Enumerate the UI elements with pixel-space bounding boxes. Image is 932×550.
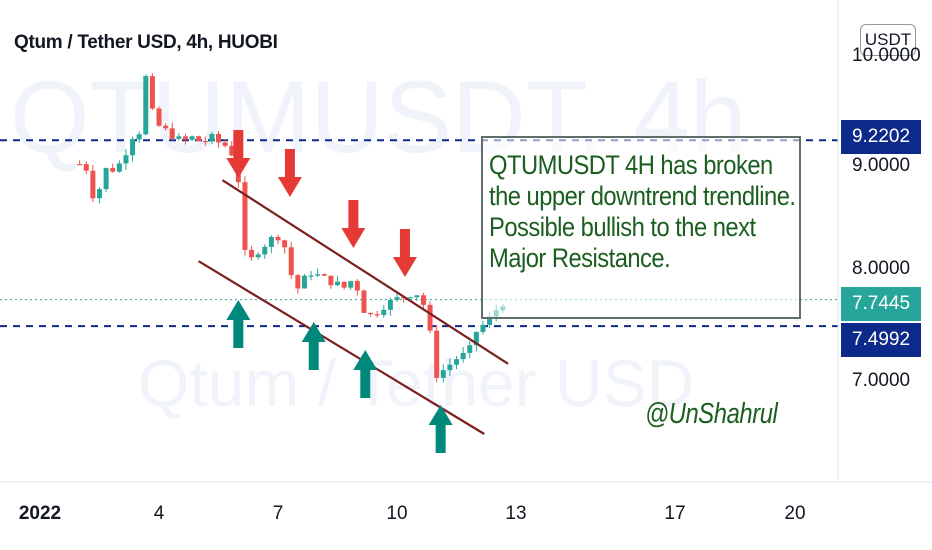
candle-body	[110, 168, 116, 172]
trend-channel	[198, 179, 509, 435]
candle-body	[440, 370, 446, 378]
candle-body	[229, 145, 235, 156]
svg-text:Qtum / Tether USD: Qtum / Tether USD	[138, 346, 694, 420]
candle-body	[90, 170, 96, 199]
candle-body	[77, 164, 83, 166]
candle-body	[480, 324, 486, 332]
annotation-line: Possible bullish to the next	[489, 212, 756, 242]
candle-body	[202, 141, 208, 143]
candle-body	[268, 236, 274, 247]
candle-body	[288, 247, 294, 276]
price-axis-label: 10.0000	[852, 45, 921, 66]
time-axis-label: 10	[386, 503, 408, 524]
candle-body	[361, 290, 367, 313]
candle-body	[487, 316, 493, 325]
annotation-line: the upper downtrend trendline.	[489, 181, 796, 211]
candle-body	[420, 295, 426, 305]
candle-body	[454, 359, 460, 365]
down-arrow-icon	[277, 149, 302, 197]
candle-body	[315, 274, 321, 276]
candle-body	[216, 133, 222, 143]
candle-body	[341, 281, 347, 288]
candle-body	[348, 281, 354, 288]
candle-body	[116, 163, 122, 172]
candle-body	[282, 240, 288, 248]
signal-arrows	[226, 130, 453, 453]
candle-body	[374, 314, 380, 316]
candle-body	[143, 76, 149, 135]
support-price-tag: 7.4992	[841, 323, 921, 357]
candle-body	[321, 274, 327, 276]
currency-button[interactable]: USDT	[860, 24, 916, 56]
candle-body	[434, 330, 440, 378]
candle-body	[387, 299, 393, 310]
down-arrow-icon	[226, 130, 251, 178]
candle-body	[335, 281, 341, 286]
candle-body	[460, 352, 466, 360]
candle-body	[354, 281, 360, 291]
price-axis-label: 9.0000	[852, 155, 911, 176]
candle-body	[96, 189, 102, 199]
horizontal-levels	[0, 139, 838, 328]
time-axis-label: 4	[153, 503, 165, 524]
candle-body	[242, 182, 248, 250]
time-axis-label: 7	[272, 503, 284, 524]
candle-body	[249, 249, 255, 258]
candle-body	[328, 275, 334, 286]
candle-body	[103, 168, 109, 190]
author-signature: @UnShahrul	[645, 398, 778, 430]
candle-body	[381, 309, 387, 315]
down-arrow-icon	[341, 200, 366, 248]
candle-body	[301, 275, 307, 289]
candle-body	[130, 139, 136, 156]
candle-body	[394, 297, 400, 300]
candle-body	[295, 275, 301, 289]
lower-trendline	[198, 260, 485, 435]
time-axis-label: 2022	[18, 503, 62, 524]
annotation-text-box[interactable]: QTUMUSDT 4H has broken the upper downtre…	[481, 136, 801, 319]
candle-body	[176, 136, 182, 139]
candle-body	[262, 246, 268, 255]
up-arrow-icon	[428, 405, 453, 453]
candle-body	[308, 275, 314, 277]
candle-body	[83, 164, 89, 171]
time-axis-label: 20	[784, 503, 806, 524]
candle-body	[136, 134, 142, 140]
candle-body	[275, 236, 281, 241]
price-axis-label: 7.0000	[852, 370, 911, 391]
up-arrow-icon	[301, 322, 326, 370]
candle-body	[467, 345, 473, 353]
candle-body	[255, 254, 261, 258]
candle-body	[149, 76, 155, 109]
candle-body	[222, 142, 228, 146]
candle-body	[414, 295, 420, 298]
candle-body	[368, 312, 374, 315]
candle-body	[123, 155, 129, 164]
down-arrow-icon	[392, 229, 417, 277]
last-price-tag: 7.7445	[841, 287, 921, 321]
candle-body	[209, 133, 215, 142]
candle-body	[447, 364, 453, 371]
candle-body	[196, 136, 202, 142]
candle-body	[473, 331, 479, 346]
upper-trendline	[221, 179, 509, 365]
candle-body	[182, 136, 188, 140]
annotation-line: QTUMUSDT 4H has broken	[489, 150, 773, 180]
up-arrow-icon	[226, 300, 251, 348]
annotation-line: Major Resistance.	[489, 243, 671, 273]
resistance-price-tag: 9.2202	[841, 120, 921, 154]
up-arrow-icon	[353, 350, 378, 398]
chart-title: Qtum / Tether USD, 4h, HUOBI	[14, 32, 278, 53]
candle-body	[156, 108, 162, 126]
time-axis-label: 17	[664, 503, 686, 524]
time-axis-label: 13	[505, 503, 527, 524]
candle-body	[427, 304, 433, 331]
price-axis-label: 8.0000	[852, 258, 911, 279]
candle-body	[169, 128, 175, 139]
candle-body	[407, 297, 413, 299]
candle-body	[189, 136, 195, 140]
candle-body	[163, 125, 169, 129]
